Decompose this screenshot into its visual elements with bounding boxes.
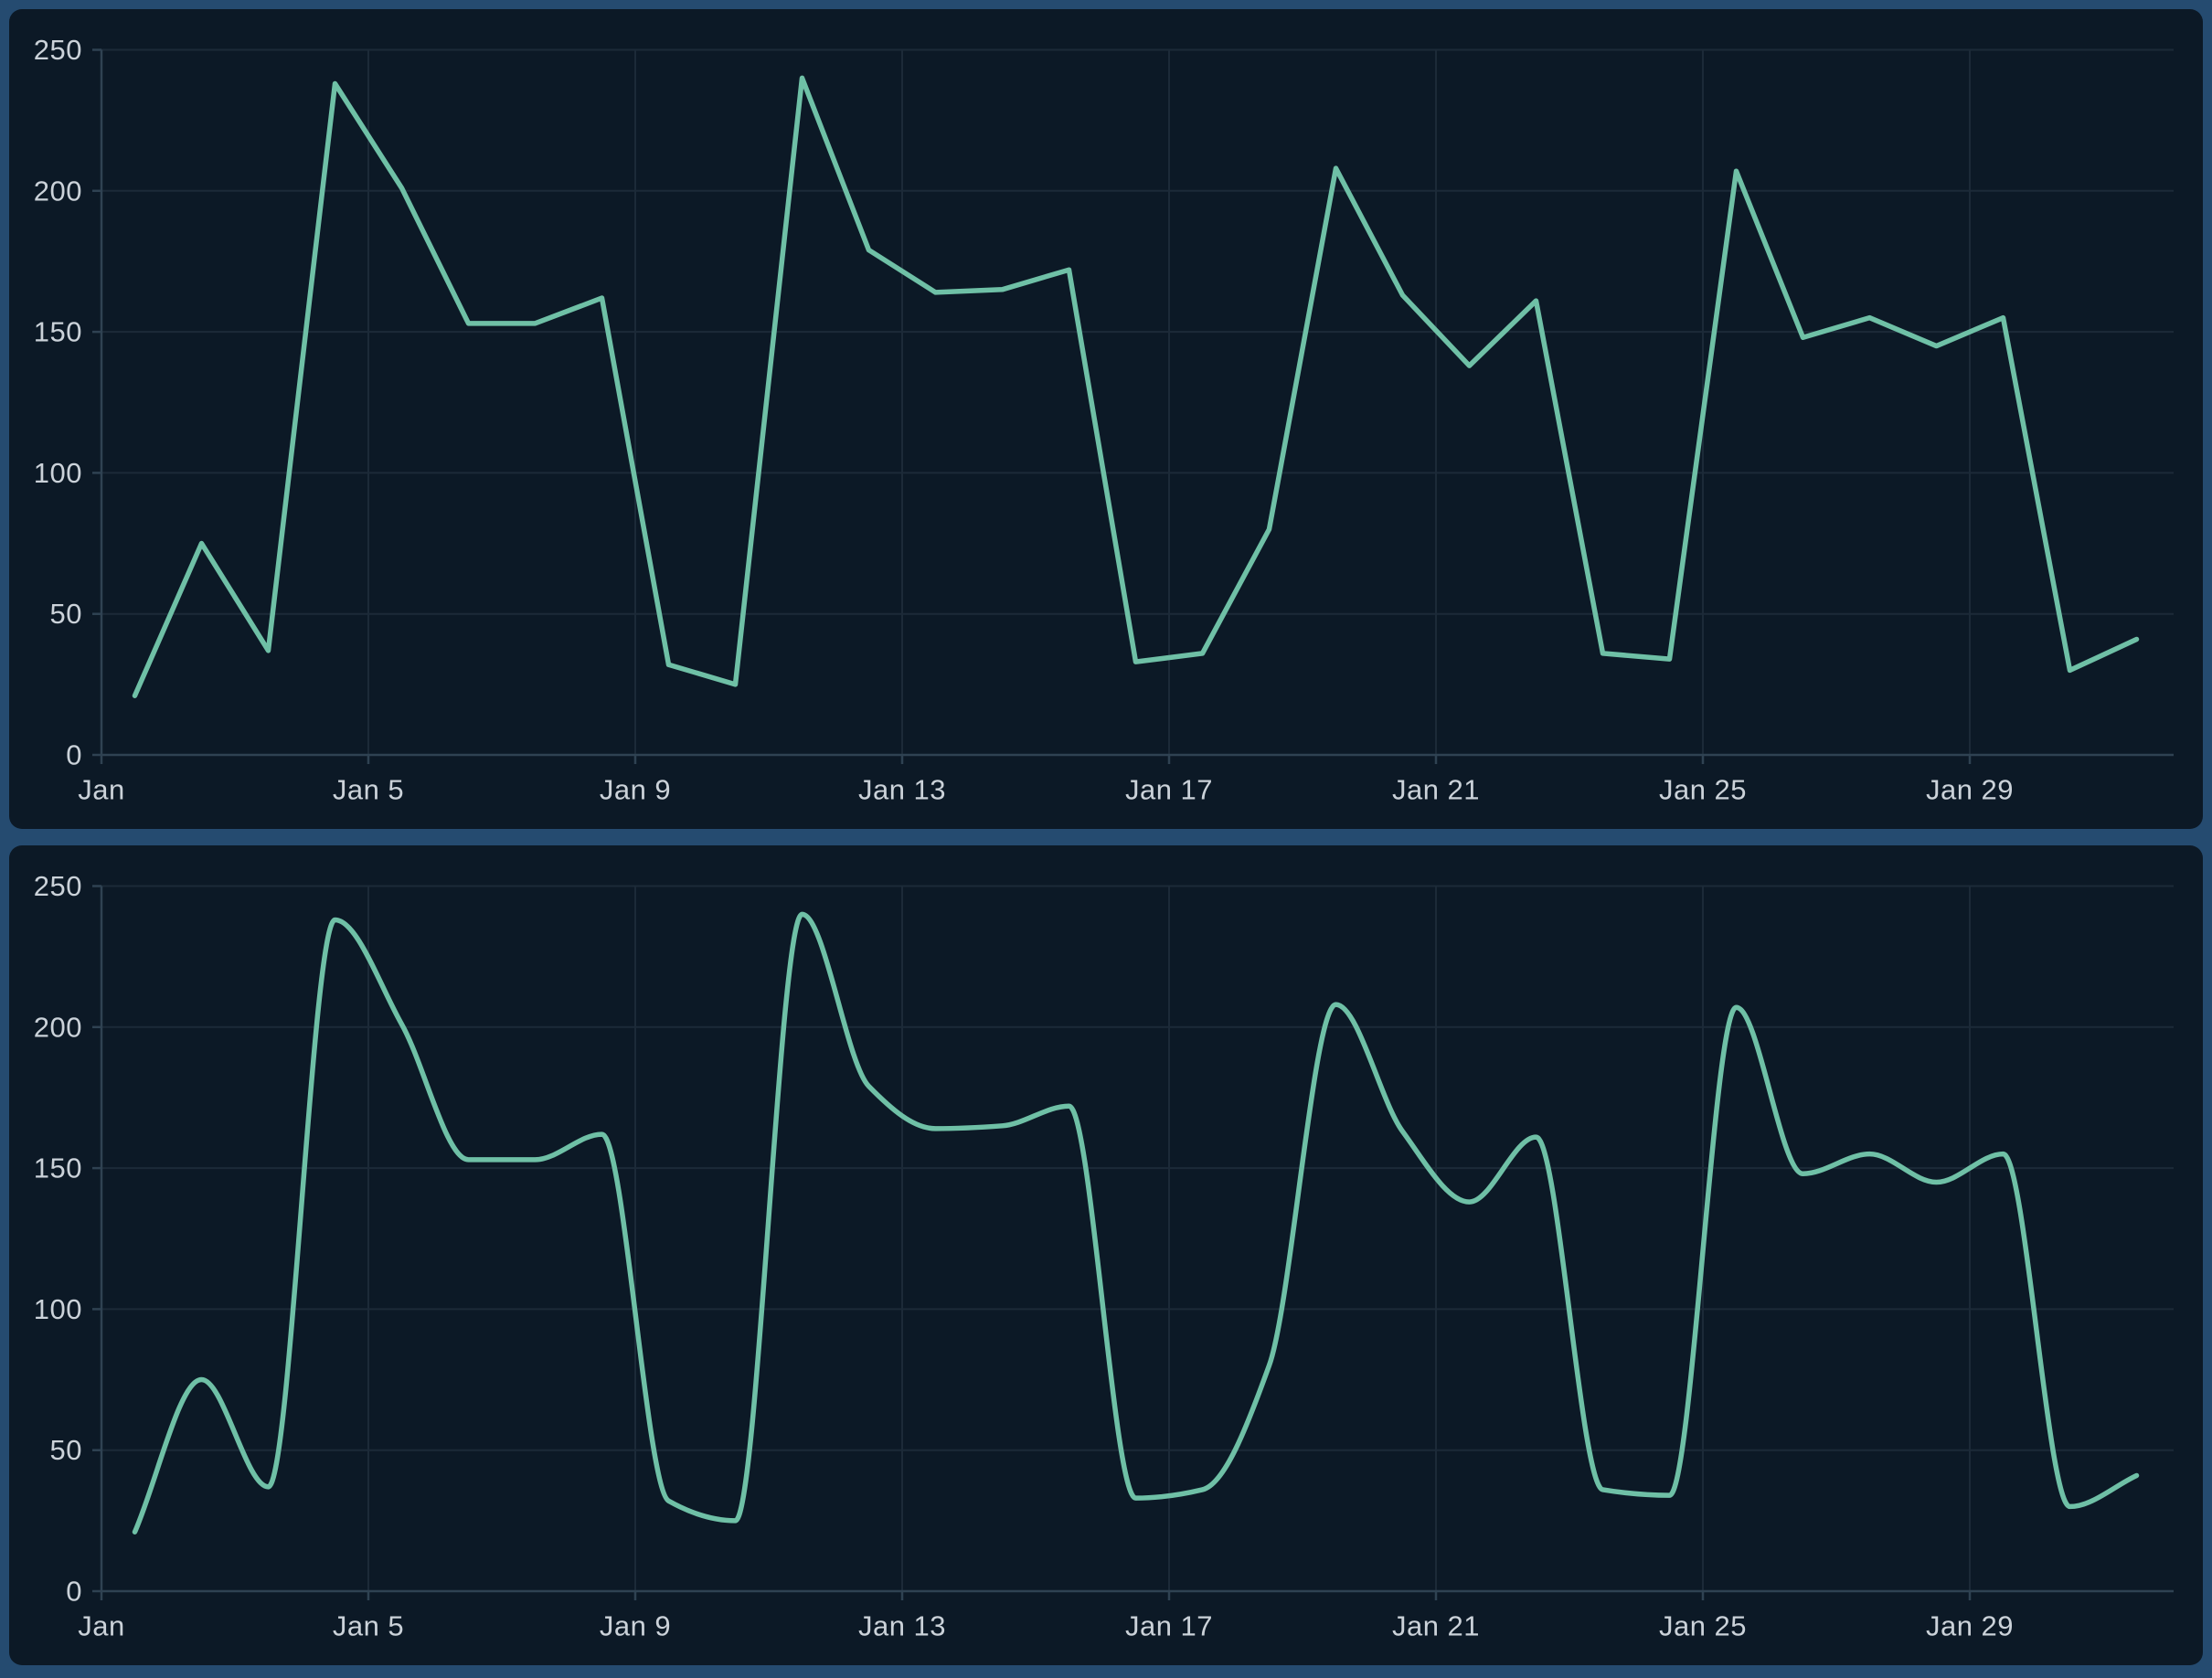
y-axis-label: 250 [34,34,82,66]
data-series-line [132,75,2140,698]
x-axis-label: Jan 25 [1659,774,1747,806]
x-axis-label: Jan 17 [1125,774,1213,806]
y-axis-label: 0 [66,739,82,771]
x-axis-label: Jan [78,774,124,806]
line-chart-smooth[interactable]: 0 50 100 150 200 250 Jan Jan 5 Jan 9 Jan 13 Jan 17… [9,845,2203,1665]
y-axis-label: 0 [66,1576,82,1608]
x-axis-label: Jan 13 [858,774,946,806]
y-axis-label: 150 [34,1152,82,1184]
y-axis-label: 50 [50,1434,82,1466]
x-axis-label: Jan [78,1610,124,1642]
y-axis-label: 100 [34,1293,82,1325]
y-axis-label: 200 [34,1011,82,1043]
x-axis-label: Jan 5 [333,774,404,806]
x-axis-label: Jan 13 [858,1610,946,1642]
x-axis-label: Jan 25 [1659,1610,1747,1642]
x-axis-label: Jan 29 [1926,774,2014,806]
y-axis-label: 250 [34,870,82,902]
x-axis-label: Jan 29 [1926,1610,2014,1642]
x-axis-label: Jan 9 [600,774,671,806]
chart-panel-smooth: 0 50 100 150 200 250 Jan Jan 5 Jan 9 Jan 13 Jan 17… [9,845,2203,1665]
y-axis-label: 200 [34,175,82,207]
y-axis-label: 50 [50,598,82,630]
x-axis-label: Jan 21 [1392,1610,1480,1642]
x-axis-label: Jan 17 [1125,1610,1213,1642]
x-axis-label: Jan 9 [600,1610,671,1642]
line-chart-linear[interactable]: 0 50 100 150 200 250 Jan Jan 5 Jan 9 Jan 13 Jan 17… [9,9,2203,829]
chart-panel-linear: 0 50 100 150 200 250 Jan Jan 5 Jan 9 Jan 13 Jan 17… [9,9,2203,829]
data-series-line [132,911,2140,1535]
y-axis-label: 100 [34,457,82,489]
x-axis-label: Jan 21 [1392,774,1480,806]
y-axis-label: 150 [34,316,82,348]
x-axis-label: Jan 5 [333,1610,404,1642]
